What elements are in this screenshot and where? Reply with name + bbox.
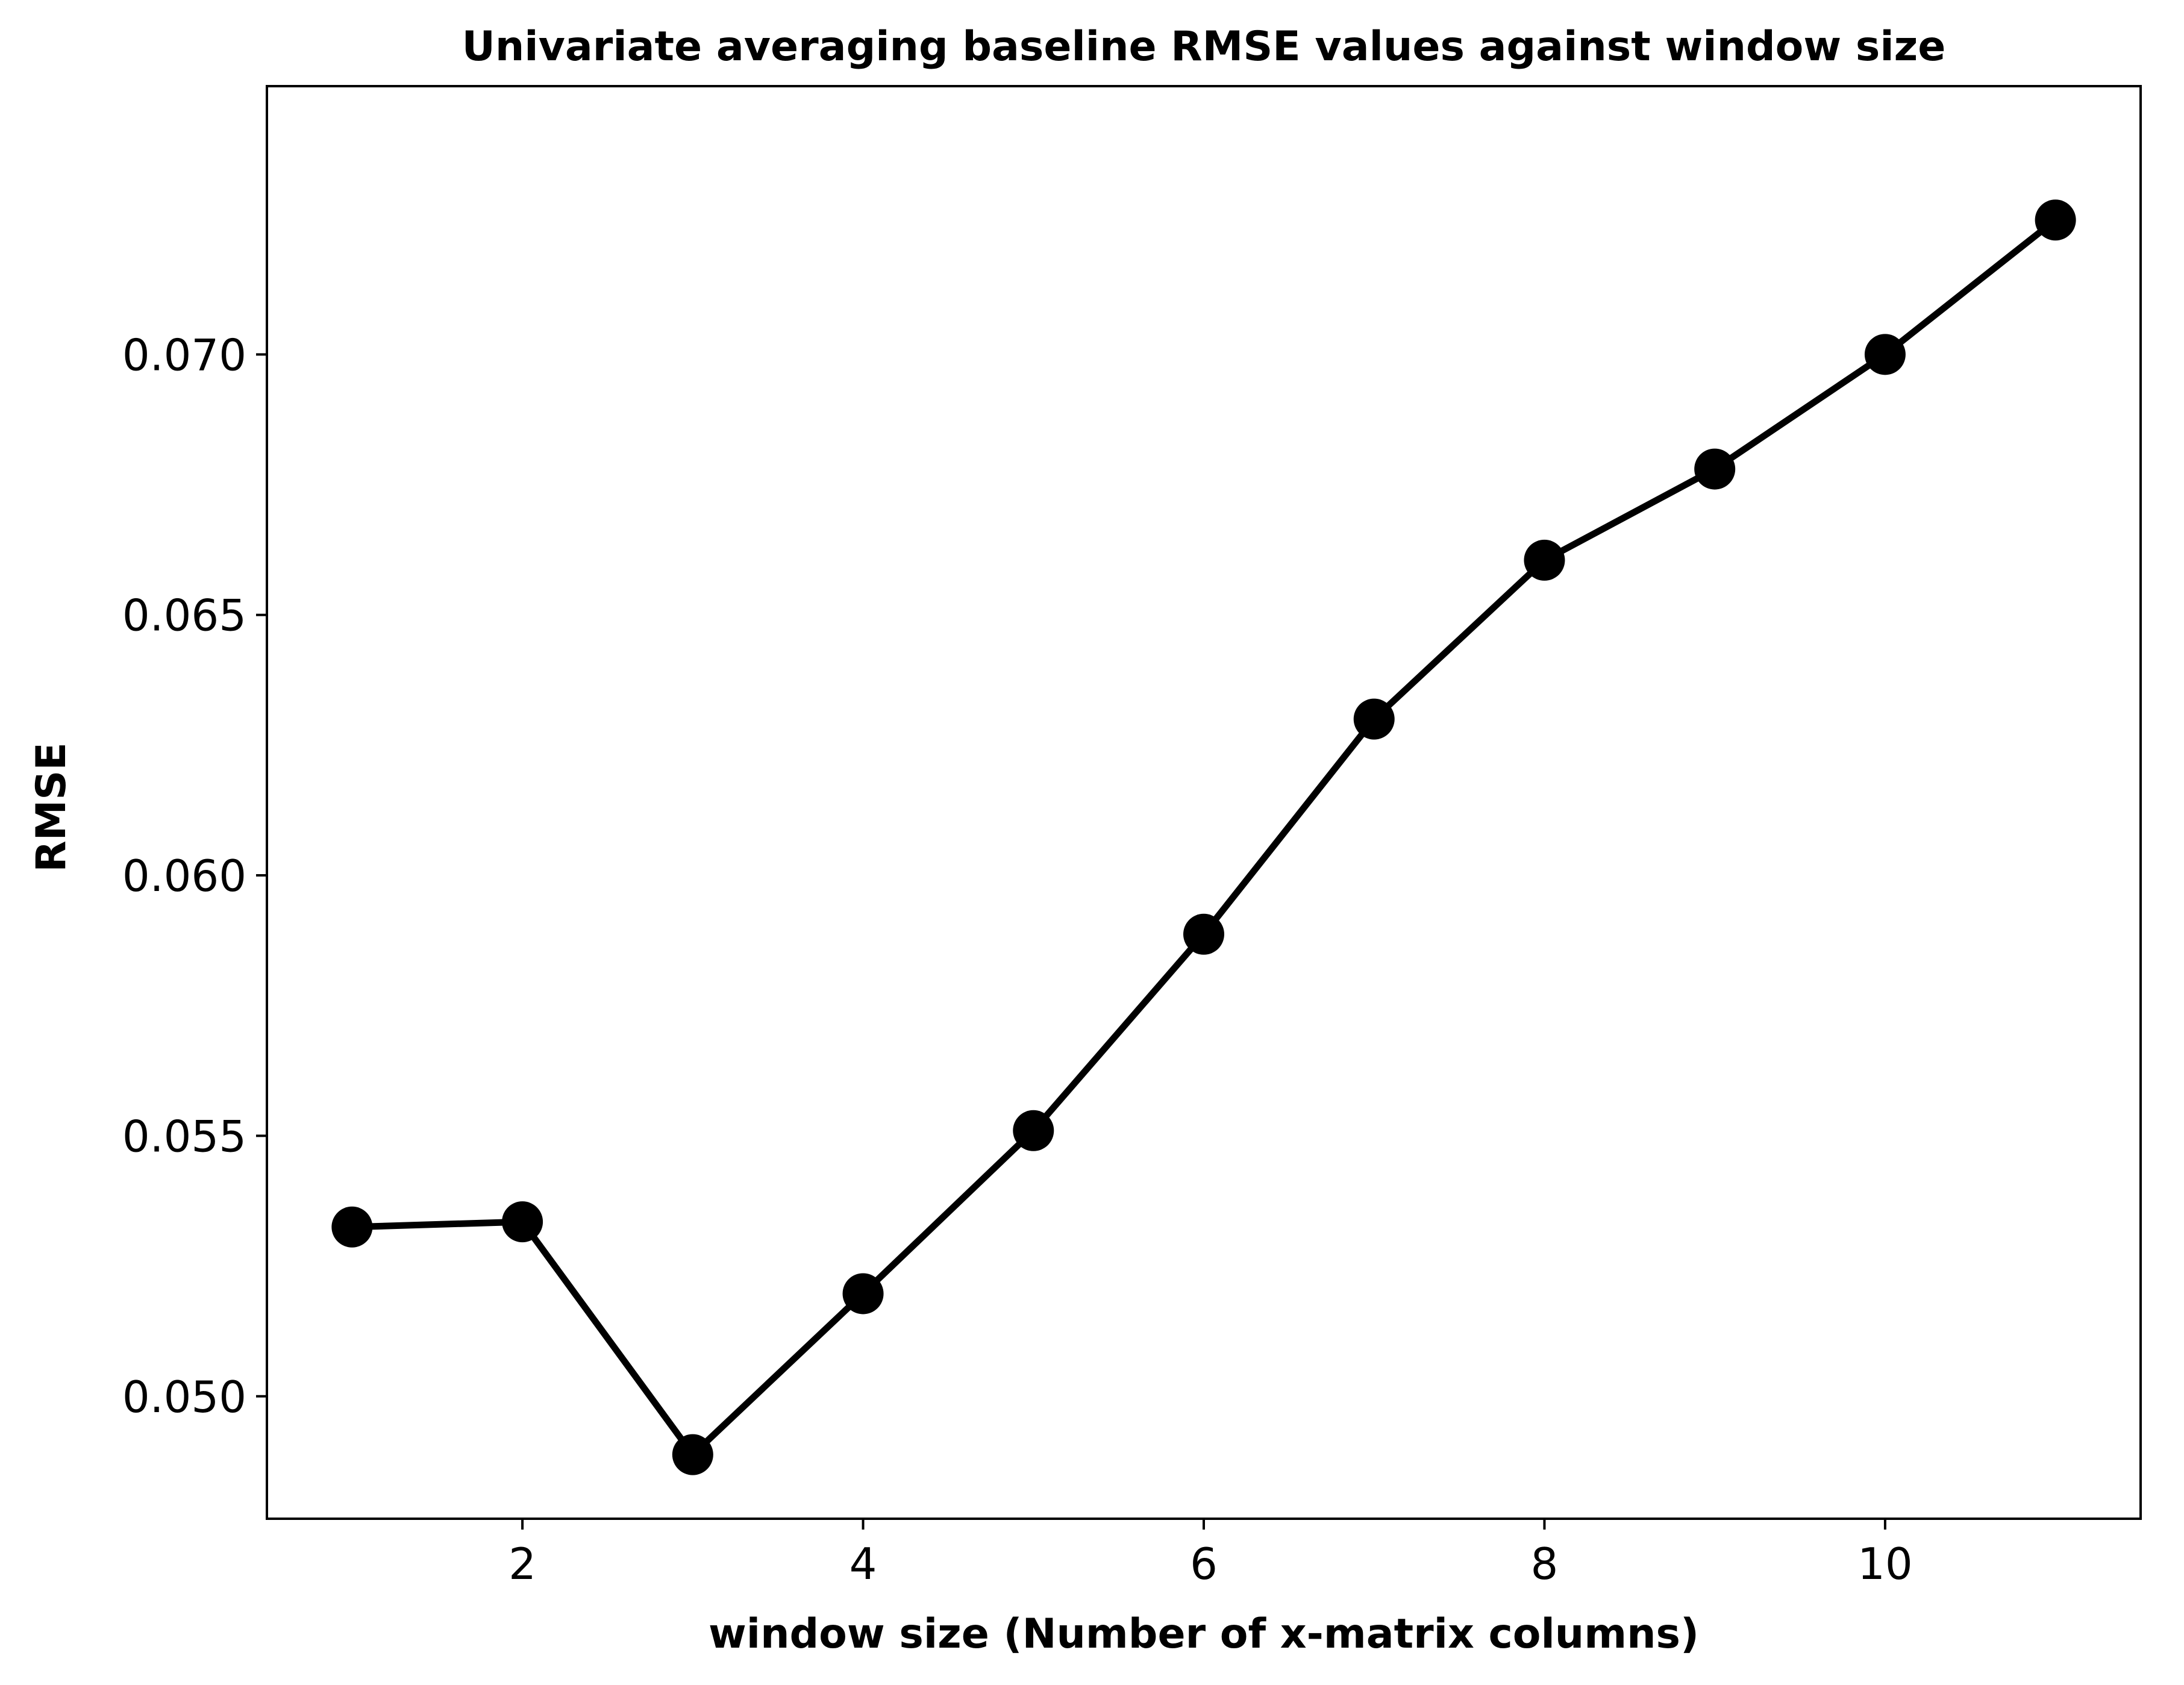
data-points bbox=[331, 199, 2076, 1475]
y-tick-label: 0.065 bbox=[122, 590, 246, 641]
y-axis-label: RMSE bbox=[28, 742, 75, 872]
series-line bbox=[352, 217, 2058, 1458]
x-tick-label: 2 bbox=[508, 1539, 536, 1589]
plot-frame bbox=[266, 85, 2142, 1520]
y-tick-label: 0.050 bbox=[122, 1372, 246, 1422]
data-point bbox=[1013, 1110, 1054, 1151]
data-point bbox=[1183, 913, 1224, 955]
chart-title: Univariate averaging baseline RMSE value… bbox=[462, 23, 1946, 70]
y-tick-label: 0.070 bbox=[122, 330, 246, 380]
data-point bbox=[672, 1434, 713, 1475]
y-tick-label: 0.060 bbox=[122, 851, 246, 901]
x-tick-label: 4 bbox=[850, 1539, 877, 1589]
x-tick-label: 10 bbox=[1857, 1539, 1913, 1589]
data-point bbox=[1524, 539, 1565, 581]
data-point bbox=[331, 1206, 373, 1248]
x-axis-label: window size (Number of x-matrix columns) bbox=[709, 1610, 1699, 1658]
y-axis: 0.050 0.055 0.060 0.065 0.070 bbox=[122, 330, 267, 1422]
data-point bbox=[1694, 448, 1736, 490]
data-point bbox=[2035, 199, 2076, 241]
data-point bbox=[842, 1273, 884, 1315]
data-point bbox=[1864, 334, 1906, 375]
x-axis: 2 4 6 8 10 bbox=[508, 1519, 1913, 1589]
data-point bbox=[1353, 698, 1395, 740]
y-tick-label: 0.055 bbox=[122, 1111, 246, 1161]
data-point bbox=[502, 1201, 543, 1243]
x-tick-label: 6 bbox=[1190, 1539, 1218, 1589]
x-tick-label: 8 bbox=[1531, 1539, 1559, 1589]
